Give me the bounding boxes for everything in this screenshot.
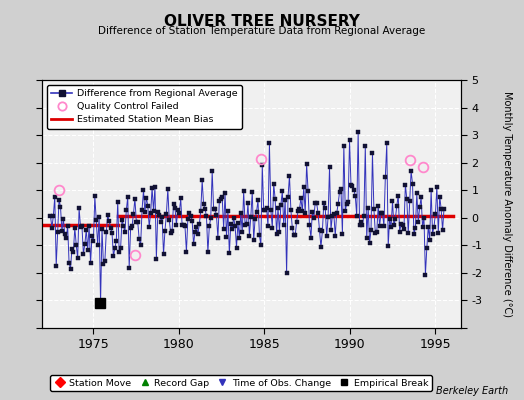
Legend: Difference from Regional Average, Quality Control Failed, Estimated Station Mean: Difference from Regional Average, Qualit… xyxy=(47,85,242,129)
Y-axis label: Monthly Temperature Anomaly Difference (°C): Monthly Temperature Anomaly Difference (… xyxy=(502,91,512,317)
Text: OLIVER TREE NURSERY: OLIVER TREE NURSERY xyxy=(164,14,360,29)
Text: Berkeley Earth: Berkeley Earth xyxy=(436,386,508,396)
Legend: Station Move, Record Gap, Time of Obs. Change, Empirical Break: Station Move, Record Gap, Time of Obs. C… xyxy=(50,375,432,391)
Text: Difference of Station Temperature Data from Regional Average: Difference of Station Temperature Data f… xyxy=(99,26,425,36)
